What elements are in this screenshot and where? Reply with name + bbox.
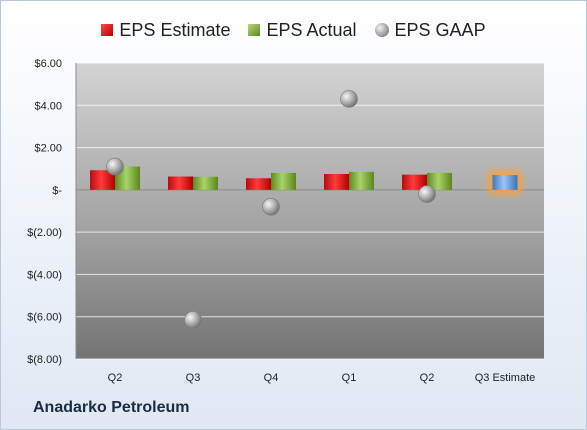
- bar-eps-estimate: [324, 174, 349, 190]
- x-tick-label: Q4: [264, 372, 279, 384]
- legend-swatch-gaap: [374, 23, 389, 37]
- y-tick-label: $(6.00): [27, 312, 62, 324]
- point-eps-gaap: [184, 311, 202, 329]
- y-tick-label: $4.00: [34, 100, 62, 112]
- y-tick-label: $6.00: [34, 58, 62, 70]
- point-eps-gaap: [106, 157, 124, 176]
- bar-eps-actual: [271, 172, 296, 190]
- x-tick-label: Q3: [186, 372, 201, 384]
- y-axis-labels: $6.00 $4.00 $2.00 $- $(2.00) $(4.00) $(6.00) $(…: [27, 58, 62, 366]
- grid-lines: [75, 62, 544, 360]
- y-tick-label: $(8.00): [27, 354, 62, 366]
- legend-label-estimate: EPS Estimate: [119, 19, 231, 40]
- bar-eps-estimate: [246, 178, 271, 190]
- company-name: Anadarko Petroleum: [33, 399, 190, 416]
- bar-eps-estimate: [402, 174, 427, 190]
- legend-swatch-estimate: [101, 24, 114, 36]
- bar-eps-actual: [349, 171, 374, 190]
- legend-swatch-actual: [248, 24, 261, 36]
- y-tick-label: $(2.00): [27, 227, 62, 239]
- x-tick-label: Q2: [420, 372, 435, 384]
- bar-eps-actual: [193, 176, 218, 190]
- point-eps-gaap: [262, 197, 280, 216]
- y-tick-label: $(4.00): [27, 269, 62, 281]
- legend-item-actual: EPS Actual: [248, 19, 357, 41]
- bar-eps-estimate: [90, 170, 115, 190]
- x-tick-label: Q1: [342, 372, 357, 384]
- x-tick-label: Q2: [108, 372, 123, 384]
- bar-eps-actual: [427, 172, 452, 190]
- bars: [90, 166, 523, 195]
- gaap-points: [106, 90, 436, 329]
- legend-label-actual: EPS Actual: [266, 19, 357, 40]
- y-tick-label: $-: [52, 185, 62, 197]
- plot-area: [76, 63, 544, 359]
- x-axis-labels: Q2 Q3 Q4 Q1 Q2 Q3 Estimate: [108, 372, 536, 384]
- legend-label-gaap: EPS GAAP: [394, 19, 486, 40]
- legend-item-estimate: EPS Estimate: [101, 20, 230, 41]
- legend: EPS Estimate EPS Actual EPS GAAP: [1, 15, 586, 45]
- point-eps-gaap: [418, 185, 436, 203]
- y-tick-label: $2.00: [34, 143, 62, 155]
- legend-item-gaap: EPS GAAP: [374, 19, 486, 41]
- x-tick-label: Q3 Estimate: [475, 372, 536, 384]
- bar-estimate-next: [492, 175, 518, 190]
- bar-eps-estimate: [168, 176, 193, 190]
- point-eps-gaap: [340, 90, 358, 108]
